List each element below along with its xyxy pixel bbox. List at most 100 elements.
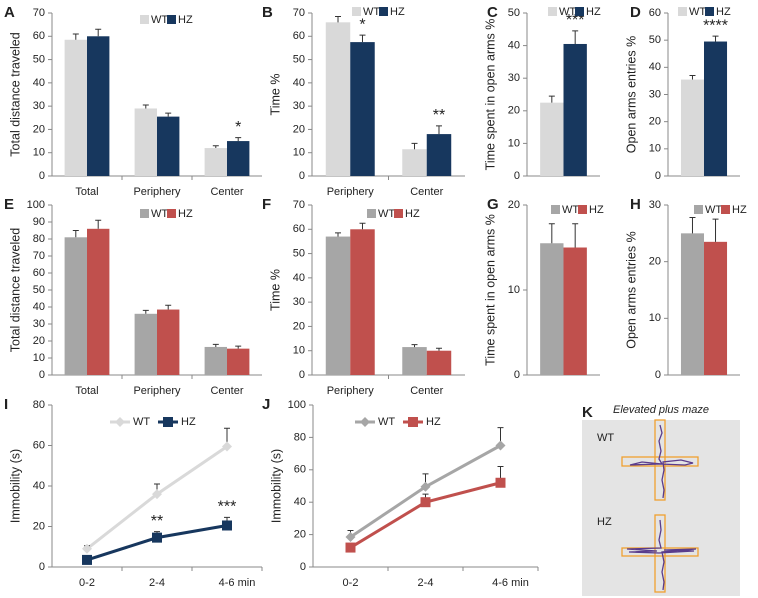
point xyxy=(222,520,232,531)
error-bar xyxy=(72,33,79,40)
y-tick-label: 0 xyxy=(39,369,45,381)
x-tick-label: Total xyxy=(75,186,98,198)
y-tick-label: 0 xyxy=(299,170,305,182)
y-tick-label: 20 xyxy=(508,199,520,211)
x-tick-label: Center xyxy=(210,186,243,198)
bar xyxy=(680,79,704,176)
error-bar xyxy=(235,137,242,142)
legend-label: HZ xyxy=(405,208,420,220)
point xyxy=(82,554,92,565)
y-tick-label: 0 xyxy=(300,561,306,573)
x-tick-label: Center xyxy=(410,186,443,198)
y-axis-label: Time spent in open arms % xyxy=(483,19,497,171)
y-tick-label: 0 xyxy=(514,170,520,182)
y-tick-label: 90 xyxy=(33,216,45,228)
error-bar xyxy=(212,343,219,347)
significance: *** xyxy=(218,499,237,516)
x-tick-label: Periphery xyxy=(133,385,181,397)
legend-marker xyxy=(163,417,173,427)
y-tick-label: 20 xyxy=(33,520,45,532)
y-tick-label: 50 xyxy=(293,53,305,65)
y-tick-label: 20 xyxy=(294,529,306,541)
legend-swatch xyxy=(578,205,587,214)
legend-label: HZ xyxy=(426,416,441,428)
error-bar xyxy=(335,232,342,237)
maze-track xyxy=(629,424,694,499)
y-tick-label: 80 xyxy=(33,399,45,411)
point xyxy=(420,481,431,492)
bar xyxy=(325,22,351,176)
y-tick-label: 70 xyxy=(33,250,45,262)
panel-letter: B xyxy=(262,4,273,21)
x-tick-label: 4-6 min xyxy=(492,577,529,589)
legend-marker xyxy=(408,417,418,427)
y-tick-label: 20 xyxy=(649,256,661,268)
legend-label: WT xyxy=(378,208,395,220)
error-bar xyxy=(712,35,719,42)
maze-label: HZ xyxy=(597,516,612,528)
y-tick-label: 100 xyxy=(27,199,45,211)
y-tick-label: 40 xyxy=(649,61,661,73)
legend-swatch xyxy=(140,15,149,24)
y-tick-label: 50 xyxy=(33,53,45,65)
y-tick-label: 20 xyxy=(649,116,661,128)
y-tick-label: 0 xyxy=(655,369,661,381)
x-tick-label: Periphery xyxy=(133,186,181,198)
error-bar xyxy=(548,223,555,244)
error-bar xyxy=(335,15,342,23)
x-tick-label: 4-6 min xyxy=(219,577,256,589)
bar xyxy=(704,241,728,375)
point xyxy=(152,489,162,500)
line xyxy=(349,481,501,549)
y-tick-label: 60 xyxy=(293,223,305,235)
bar xyxy=(563,247,587,375)
error-bar xyxy=(548,95,555,103)
significance: **** xyxy=(703,17,728,34)
bar xyxy=(157,309,180,375)
y-tick-label: 10 xyxy=(33,147,45,159)
legend-label: HZ xyxy=(390,6,405,18)
legend-label: WT xyxy=(151,14,168,26)
legend-swatch xyxy=(140,209,149,218)
y-tick-label: 80 xyxy=(294,431,306,443)
y-tick-label: 30 xyxy=(33,100,45,112)
error-bar xyxy=(165,304,172,310)
y-tick-label: 30 xyxy=(293,296,305,308)
y-axis-label: Time % xyxy=(268,74,282,116)
y-tick-label: 20 xyxy=(33,335,45,347)
y-tick-label: 80 xyxy=(33,233,45,245)
y-tick-label: 60 xyxy=(33,267,45,279)
y-tick-label: 0 xyxy=(39,170,45,182)
significance: * xyxy=(359,16,365,33)
bar xyxy=(227,348,250,375)
y-tick-label: 40 xyxy=(33,480,45,492)
point xyxy=(222,441,232,452)
bar xyxy=(157,116,180,176)
maze-label: WT xyxy=(597,432,614,444)
error-bar xyxy=(435,347,442,351)
point xyxy=(495,477,506,488)
bar xyxy=(402,347,427,375)
y-tick-label: 70 xyxy=(293,199,305,211)
y-tick-label: 40 xyxy=(508,40,520,52)
error-bar xyxy=(572,223,579,248)
y-axis-label: Total distance traveled xyxy=(8,228,22,352)
y-tick-label: 0 xyxy=(514,369,520,381)
significance: ** xyxy=(151,513,163,530)
panel-letter: I xyxy=(4,396,8,413)
y-tick-label: 60 xyxy=(649,7,661,19)
maze-background xyxy=(582,420,740,596)
x-tick-label: Center xyxy=(410,385,443,397)
bar xyxy=(204,346,227,375)
panel-letter: H xyxy=(630,196,641,213)
y-axis-label: Immobility (s) xyxy=(269,449,283,523)
legend-label: WT xyxy=(705,204,722,216)
y-tick-label: 60 xyxy=(293,30,305,42)
legend-swatch xyxy=(352,7,361,16)
legend-label: HZ xyxy=(716,6,731,18)
y-tick-label: 30 xyxy=(508,72,520,84)
y-tick-label: 100 xyxy=(288,399,306,411)
y-axis-label: Open arms entries % xyxy=(624,231,638,348)
panel-letter: G xyxy=(487,196,499,213)
y-tick-label: 0 xyxy=(655,170,661,182)
